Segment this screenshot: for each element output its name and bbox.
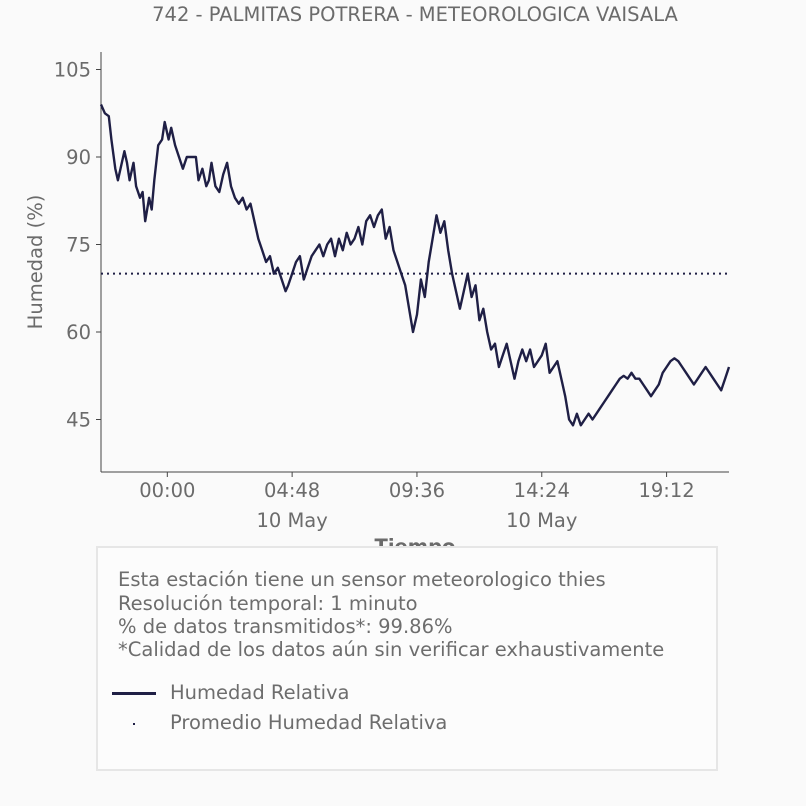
- legend-line-swatch: [112, 692, 156, 695]
- y-tick-label: 105: [54, 59, 91, 82]
- y-tick-label: 75: [66, 234, 91, 257]
- series-layer: [99, 104, 731, 427]
- y-tick-label: 45: [66, 409, 91, 432]
- y-axis-ticks: 105 90 75 60 45: [54, 59, 101, 432]
- x-tick-date-label: 10 May: [506, 509, 577, 532]
- chart-title: 742 - PALMITAS POTRERA - METEOROLOGICA V…: [152, 3, 678, 26]
- y-tick-label: 60: [66, 321, 91, 344]
- x-tick-label: 14:24: [514, 479, 570, 502]
- quality-note-text: *Calidad de los datos aún sin verificar …: [118, 638, 665, 661]
- x-tick-label: 19:12: [638, 479, 694, 502]
- transmitted-data-text: % de datos transmitidos*: 99.86%: [118, 615, 453, 638]
- station-sensor-text: Esta estación tiene un sensor meteorolog…: [118, 568, 606, 591]
- x-tick-date-label: 10 May: [256, 509, 327, 532]
- legend-label-humidity: Humedad Relativa: [170, 681, 350, 704]
- axes: [100, 52, 729, 473]
- series-line-humidity: [99, 104, 731, 427]
- temporal-resolution-text: Resolución temporal: 1 minuto: [118, 592, 418, 615]
- legend-label-average: Promedio Humedad Relativa: [170, 711, 448, 734]
- legend-dot-swatch: [133, 723, 135, 725]
- x-tick-label: 04:48: [264, 479, 320, 502]
- x-tick-label: 09:36: [389, 479, 445, 502]
- x-tick-label: 00:00: [139, 479, 195, 502]
- y-tick-label: 90: [66, 146, 91, 169]
- info-legend-box: Esta estación tiene un sensor meteorolog…: [96, 546, 718, 771]
- x-axis-ticks: 00:00 04:48 10 May 09:36 14:24 10 May 19:12: [139, 472, 695, 532]
- y-axis-label: Humedad (%): [24, 195, 47, 330]
